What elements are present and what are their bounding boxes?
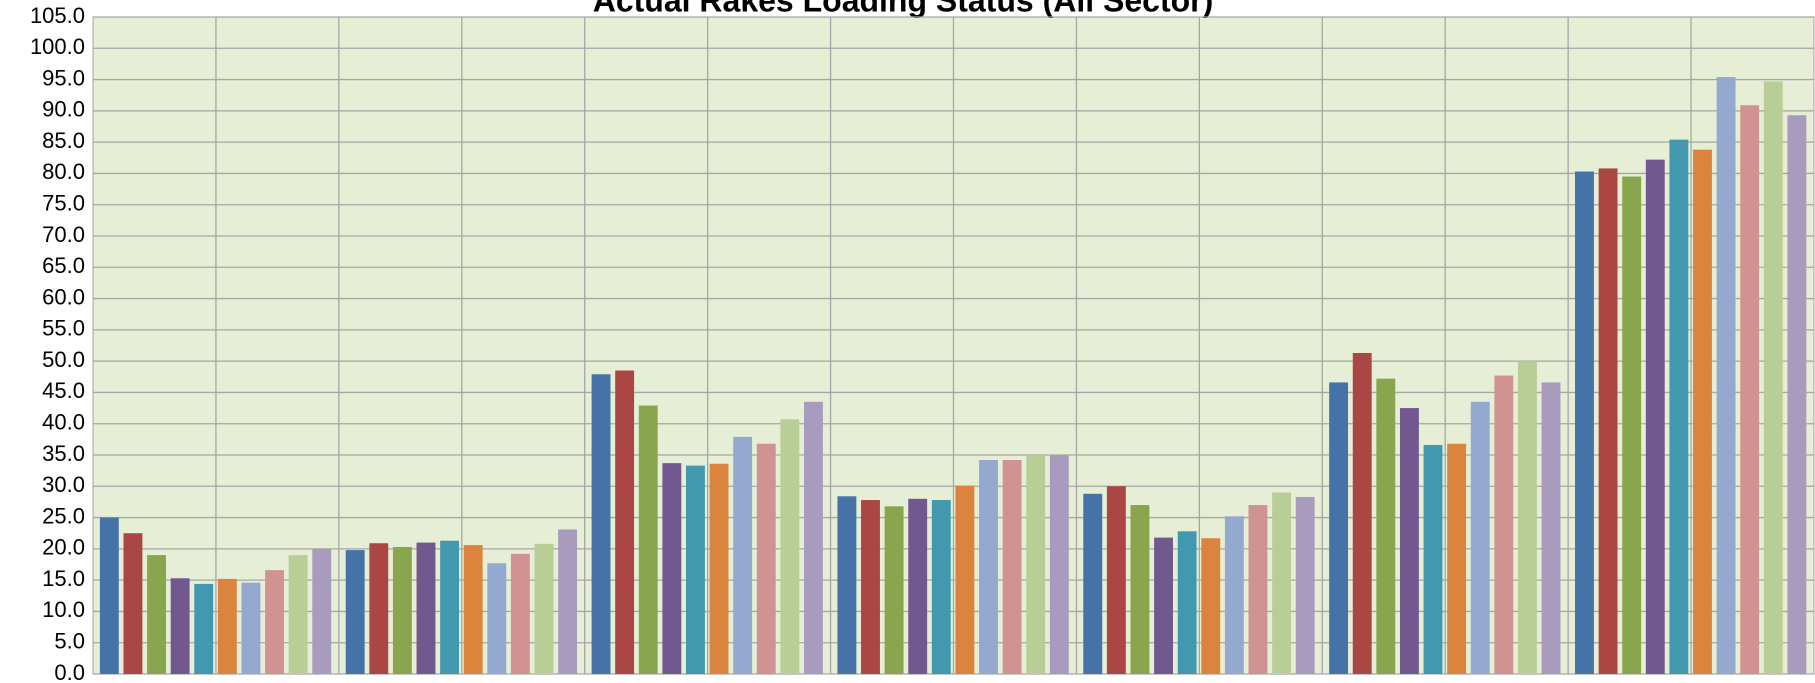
- y-tick-label: 45.0: [42, 378, 85, 403]
- bar: [147, 555, 166, 674]
- bar: [416, 542, 436, 674]
- bar: [979, 460, 998, 674]
- y-tick-label: 90.0: [42, 97, 85, 122]
- bar: [1399, 408, 1419, 674]
- bar: [288, 555, 308, 674]
- bar: [1083, 493, 1103, 674]
- bar: [312, 548, 332, 674]
- bar: [265, 570, 284, 674]
- bar: [1669, 139, 1689, 674]
- y-tick-label: 105.0: [30, 3, 85, 28]
- bar: [1049, 455, 1069, 674]
- bar: [558, 529, 578, 674]
- y-tick-label: 80.0: [42, 159, 85, 184]
- bar: [1177, 531, 1197, 674]
- bar: [1622, 176, 1642, 675]
- bar: [1154, 537, 1174, 674]
- bar: [837, 496, 857, 674]
- bar: [369, 543, 389, 674]
- bar: [709, 463, 729, 674]
- bar: [1295, 496, 1315, 674]
- bar: [955, 485, 975, 674]
- bar: [1272, 492, 1292, 674]
- bar: [510, 553, 530, 674]
- bar: [931, 500, 951, 674]
- bar: [1716, 77, 1736, 674]
- y-tick-label: 5.0: [54, 629, 85, 654]
- bar: [1447, 443, 1467, 674]
- y-tick-label: 75.0: [42, 191, 85, 216]
- bar: [1645, 159, 1665, 675]
- bar: [99, 517, 119, 674]
- bar: [1352, 353, 1372, 674]
- bar: [463, 545, 483, 674]
- bar: [1575, 171, 1594, 674]
- bar: [1693, 149, 1712, 674]
- bar: [1740, 105, 1760, 675]
- bar: [392, 546, 412, 674]
- y-tick-label: 10.0: [42, 597, 85, 622]
- bar: [1787, 115, 1807, 675]
- bar: [1423, 444, 1443, 674]
- bar: [194, 583, 214, 674]
- bar: [804, 401, 823, 674]
- bar: [1541, 382, 1561, 674]
- bar: [686, 465, 705, 674]
- y-tick-label: 50.0: [42, 347, 85, 372]
- bar: [170, 578, 190, 674]
- y-tick-label: 70.0: [42, 222, 85, 247]
- bar: [1248, 505, 1268, 674]
- bar: [615, 370, 635, 674]
- bar: [908, 498, 928, 674]
- y-tick-label: 60.0: [42, 284, 85, 309]
- bar: [123, 533, 143, 674]
- bar: [1201, 538, 1221, 674]
- bar: [1224, 516, 1244, 674]
- bar: [638, 405, 658, 674]
- bar: [884, 506, 904, 674]
- y-tick-label: 35.0: [42, 441, 85, 466]
- y-tick-label: 100.0: [30, 34, 85, 59]
- bar: [534, 543, 554, 674]
- bar: [756, 443, 776, 674]
- y-tick-label: 25.0: [42, 503, 85, 528]
- bar: [1106, 486, 1126, 674]
- bar: [733, 436, 753, 674]
- y-tick-label: 0.0: [54, 660, 85, 683]
- bar: [487, 563, 507, 674]
- bar: [217, 578, 237, 674]
- y-tick-label: 55.0: [42, 316, 85, 341]
- bar: [861, 500, 880, 674]
- bar: [345, 550, 365, 674]
- bar: [780, 419, 800, 674]
- y-tick-label: 95.0: [42, 65, 85, 90]
- bar: [1517, 361, 1537, 674]
- bar: [1494, 375, 1514, 674]
- y-tick-label: 65.0: [42, 253, 85, 278]
- y-tick-label: 15.0: [42, 566, 85, 591]
- chart-title: Actual Rakes Loading Status (All Sector): [593, 0, 1214, 18]
- y-tick-label: 40.0: [42, 410, 85, 435]
- bar: [440, 540, 460, 674]
- bar: [1026, 455, 1046, 674]
- bar: [1002, 460, 1022, 674]
- bar: [241, 582, 261, 674]
- bar: [1329, 382, 1349, 674]
- bar: [662, 463, 682, 674]
- bar: [1470, 401, 1490, 674]
- y-tick-label: 85.0: [42, 128, 85, 153]
- y-tick-label: 20.0: [42, 535, 85, 560]
- bar: [1763, 81, 1783, 675]
- bar: [1376, 378, 1396, 674]
- bar: [1598, 168, 1618, 674]
- bar: [591, 374, 611, 674]
- y-tick-label: 30.0: [42, 472, 85, 497]
- bar: [1130, 505, 1150, 674]
